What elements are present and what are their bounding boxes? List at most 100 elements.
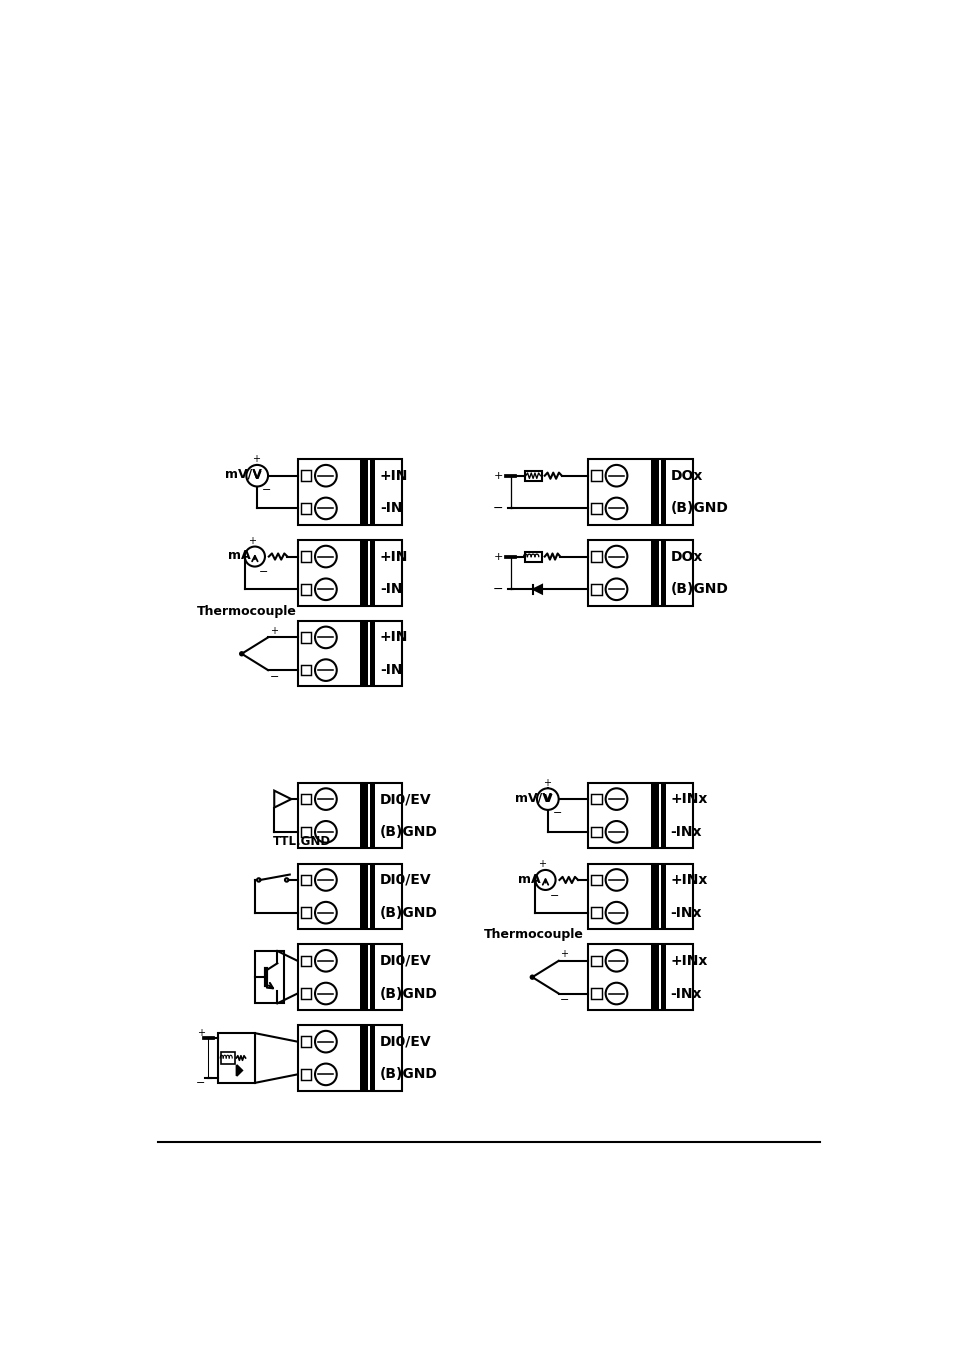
Bar: [360, 621, 368, 686]
Bar: [297, 459, 402, 524]
Text: −: −: [258, 567, 268, 577]
Text: -IN: -IN: [379, 582, 402, 596]
Circle shape: [314, 465, 336, 486]
Text: +: +: [253, 454, 260, 465]
Text: −: −: [493, 503, 503, 515]
Text: DI0/EV: DI0/EV: [379, 792, 431, 807]
Circle shape: [285, 878, 288, 882]
Text: DI0/EV: DI0/EV: [379, 954, 431, 967]
Text: −: −: [270, 671, 278, 682]
Bar: [587, 459, 692, 524]
Text: -INx: -INx: [670, 905, 701, 920]
Circle shape: [314, 821, 336, 843]
Bar: [300, 1036, 311, 1047]
Bar: [360, 459, 368, 524]
Text: -INx: -INx: [670, 986, 701, 1001]
Text: +INx: +INx: [670, 792, 707, 807]
Bar: [370, 1025, 375, 1090]
Text: +: +: [196, 1028, 204, 1038]
Polygon shape: [274, 790, 291, 808]
Text: +: +: [494, 470, 503, 481]
Bar: [300, 827, 311, 838]
Circle shape: [314, 982, 336, 1004]
Bar: [300, 874, 311, 885]
Text: +: +: [537, 859, 546, 869]
Circle shape: [314, 869, 336, 890]
Circle shape: [535, 870, 555, 890]
Text: −: −: [261, 485, 271, 494]
Circle shape: [314, 1063, 336, 1085]
Bar: [591, 584, 601, 594]
Text: DI0/EV: DI0/EV: [379, 1035, 431, 1048]
Bar: [370, 540, 375, 605]
Bar: [659, 782, 665, 848]
Bar: [650, 782, 659, 848]
Bar: [297, 863, 402, 929]
Bar: [220, 1052, 234, 1063]
Text: DOx: DOx: [670, 469, 702, 482]
Bar: [591, 989, 601, 998]
Text: (B)GND: (B)GND: [670, 582, 728, 596]
Circle shape: [605, 578, 627, 600]
Circle shape: [605, 821, 627, 843]
Text: +: +: [542, 778, 551, 788]
Bar: [300, 955, 311, 966]
Polygon shape: [533, 585, 541, 593]
Text: TTL.GND: TTL.GND: [273, 835, 331, 848]
Bar: [591, 955, 601, 966]
Text: V: V: [253, 470, 261, 481]
Text: −: −: [195, 1078, 205, 1089]
Bar: [300, 908, 311, 917]
Bar: [360, 944, 368, 1011]
Circle shape: [314, 627, 336, 648]
Bar: [659, 540, 665, 605]
Bar: [659, 944, 665, 1011]
Text: +: +: [270, 626, 277, 636]
Bar: [370, 621, 375, 686]
Circle shape: [239, 651, 244, 657]
Bar: [587, 540, 692, 605]
Bar: [659, 459, 665, 524]
Polygon shape: [236, 1065, 242, 1075]
Bar: [370, 459, 375, 524]
Text: Thermocouple: Thermocouple: [196, 605, 296, 617]
Circle shape: [537, 789, 558, 809]
Bar: [300, 632, 311, 643]
Text: Thermocouple: Thermocouple: [483, 928, 583, 942]
Circle shape: [314, 788, 336, 809]
Circle shape: [314, 902, 336, 924]
Text: (B)GND: (B)GND: [670, 501, 728, 516]
Circle shape: [529, 974, 535, 979]
Circle shape: [314, 659, 336, 681]
Bar: [297, 1025, 402, 1090]
Bar: [360, 540, 368, 605]
Text: DOx: DOx: [670, 550, 702, 563]
Bar: [254, 951, 284, 1004]
Bar: [300, 551, 311, 562]
Circle shape: [605, 497, 627, 519]
Text: (B)GND: (B)GND: [379, 986, 437, 1001]
Bar: [360, 782, 368, 848]
Circle shape: [314, 497, 336, 519]
Text: mA: mA: [228, 550, 250, 562]
Bar: [297, 540, 402, 605]
Circle shape: [605, 902, 627, 924]
Bar: [591, 470, 601, 481]
Text: (B)GND: (B)GND: [379, 905, 437, 920]
Bar: [650, 540, 659, 605]
Text: -INx: -INx: [670, 825, 701, 839]
Bar: [297, 621, 402, 686]
Text: +: +: [494, 551, 503, 562]
Bar: [370, 782, 375, 848]
Bar: [650, 944, 659, 1011]
Bar: [370, 944, 375, 1011]
Bar: [650, 459, 659, 524]
Text: (B)GND: (B)GND: [379, 825, 437, 839]
Circle shape: [314, 578, 336, 600]
Circle shape: [245, 547, 265, 566]
Text: mV/V: mV/V: [224, 467, 261, 481]
Circle shape: [605, 982, 627, 1004]
Text: +INx: +INx: [670, 954, 707, 967]
Bar: [591, 908, 601, 917]
Circle shape: [605, 788, 627, 809]
